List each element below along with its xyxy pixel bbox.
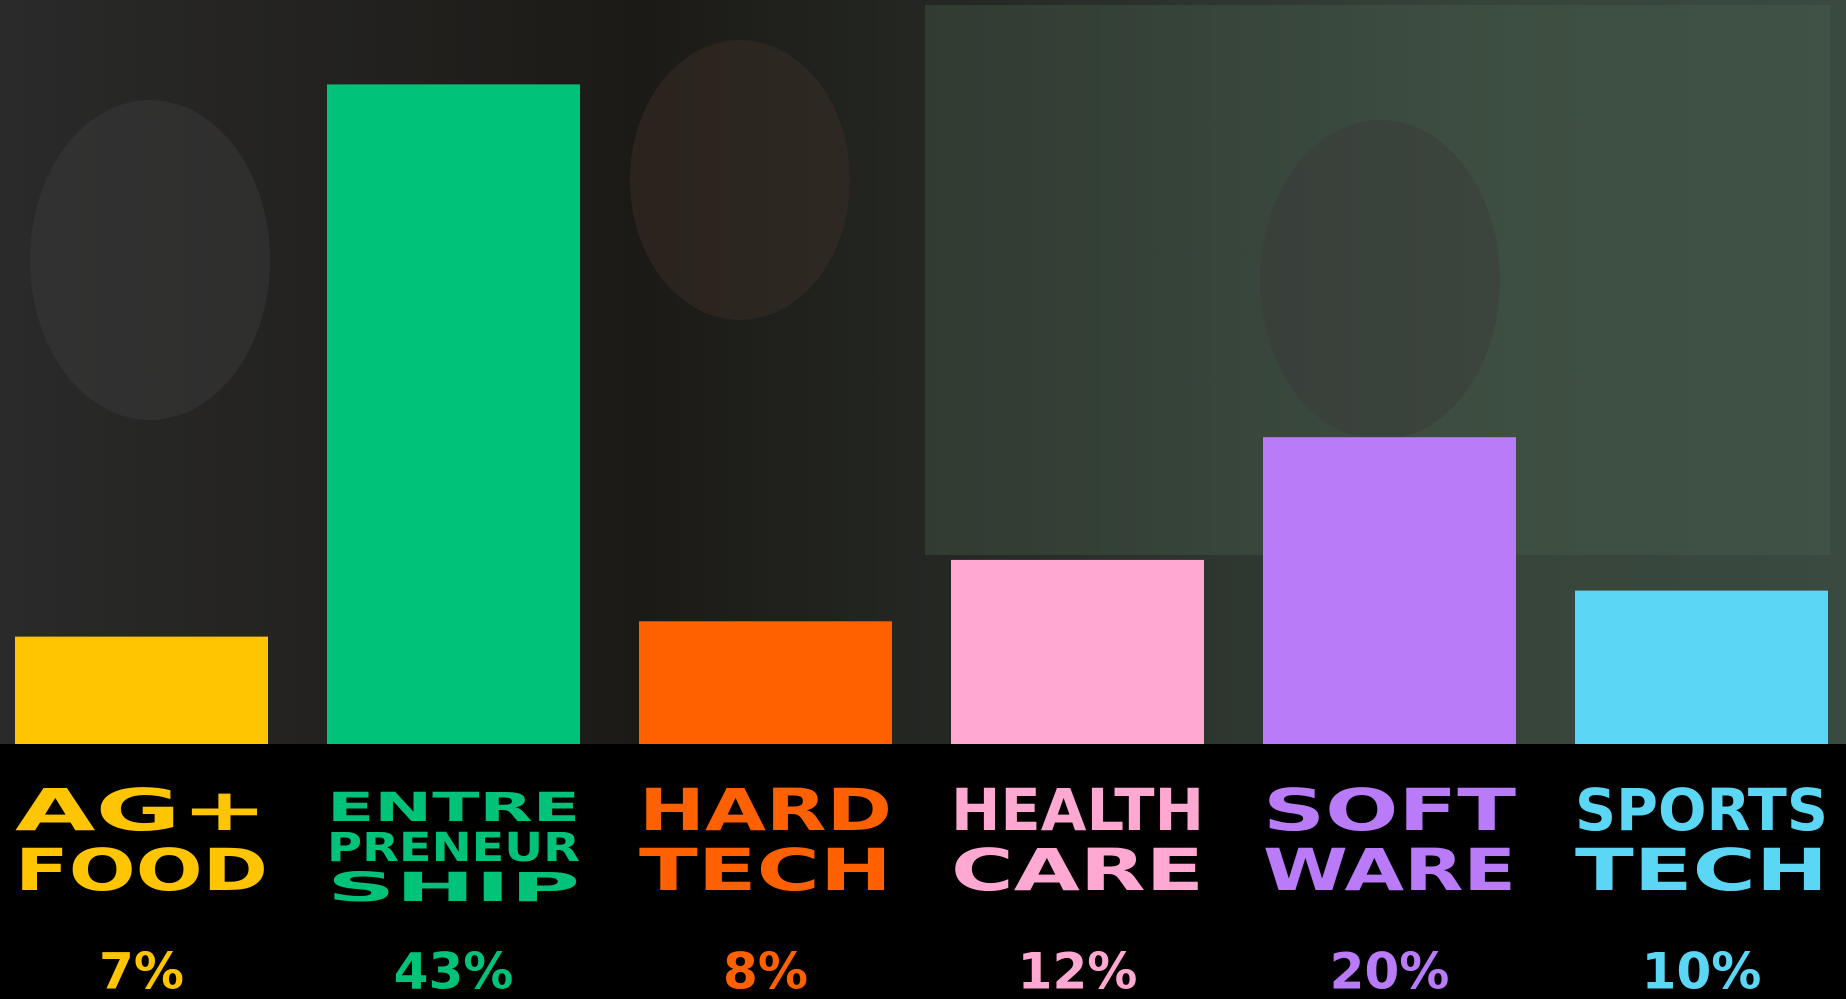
background-photo bbox=[0, 0, 1846, 744]
background-person bbox=[1260, 120, 1500, 440]
category-label: SPORTS bbox=[1575, 776, 1828, 844]
category-label: SHIP bbox=[327, 865, 580, 911]
category-label: AG+ bbox=[15, 776, 268, 844]
value-label: 20% bbox=[1330, 943, 1450, 999]
category-label: CARE bbox=[951, 836, 1204, 904]
category-label: HARD bbox=[639, 776, 892, 844]
category-label: PRENEUR bbox=[327, 825, 580, 871]
value-label: 10% bbox=[1642, 943, 1762, 999]
category-label: TECH bbox=[1575, 836, 1828, 904]
bar bbox=[15, 636, 268, 744]
value-label: 8% bbox=[723, 943, 808, 999]
category-label: HEALTH bbox=[951, 776, 1204, 844]
background-person bbox=[30, 100, 270, 420]
category-label: ENTRE bbox=[327, 785, 580, 831]
category-label: FOOD bbox=[15, 836, 268, 904]
value-label: 12% bbox=[1018, 943, 1138, 999]
category-label: WARE bbox=[1263, 836, 1516, 904]
bar bbox=[327, 84, 580, 744]
value-label: 43% bbox=[394, 943, 514, 999]
value-label: 7% bbox=[99, 943, 184, 999]
background-person bbox=[630, 40, 850, 320]
bar bbox=[639, 621, 892, 744]
bar bbox=[1263, 437, 1516, 744]
category-label: SOFT bbox=[1263, 776, 1517, 844]
bar bbox=[1575, 590, 1828, 744]
bar bbox=[951, 559, 1204, 744]
label-band bbox=[0, 744, 1846, 999]
category-label: TECH bbox=[639, 836, 892, 904]
